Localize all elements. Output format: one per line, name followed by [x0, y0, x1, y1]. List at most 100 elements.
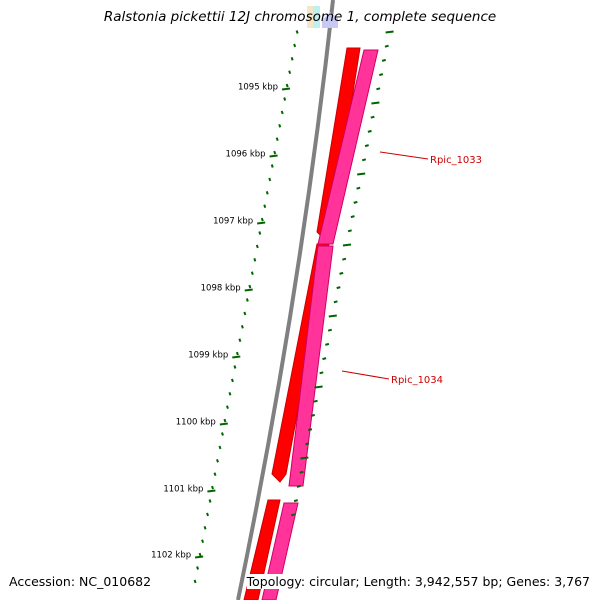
- minor-tick: [201, 539, 205, 544]
- sequence-summary: Topology: circular; Length: 3,942,557 bp…: [246, 574, 590, 589]
- minor-tick: [290, 513, 296, 517]
- minor-tick: [216, 458, 219, 463]
- minor-tick: [327, 328, 333, 332]
- gene-layer[interactable]: [243, 47, 379, 601]
- minor-tick: [357, 172, 366, 176]
- minor-tick: [196, 566, 200, 570]
- minor-tick: [379, 73, 384, 77]
- feature-marker-lavender: [322, 12, 338, 28]
- tick-label: 1095 kbp: [238, 83, 278, 93]
- minor-tick: [293, 43, 297, 48]
- backbone-layer: [233, 0, 338, 602]
- minor-tick: [350, 215, 355, 219]
- minor-tick: [381, 58, 386, 62]
- minor-tick: [255, 244, 259, 249]
- gene-bar-rpic-1034[interactable]: [288, 245, 334, 487]
- ruler-minor-ticks-left: [193, 30, 299, 584]
- major-tick: [281, 87, 291, 91]
- minor-tick: [342, 257, 347, 261]
- minor-tick: [221, 432, 224, 436]
- tick-label: 1099 kbp: [188, 351, 228, 361]
- minor-tick: [293, 499, 298, 503]
- gene-labels[interactable]: Rpic_1033 Rpic_1034: [341, 151, 482, 386]
- minor-tick: [336, 286, 341, 290]
- minor-tick: [364, 144, 369, 148]
- minor-tick: [319, 371, 324, 375]
- feature-marker-tan: [307, 6, 313, 28]
- tick-label: 1096 kbp: [226, 150, 266, 160]
- minor-tick: [233, 365, 237, 369]
- minor-tick: [270, 164, 274, 168]
- minor-tick: [376, 87, 381, 91]
- minor-tick: [300, 456, 309, 460]
- ruler-minor-ticks-right: [290, 30, 394, 517]
- tick-label: 1100 kbp: [176, 418, 216, 428]
- leader-line-rpic-1034: [341, 370, 390, 380]
- tick-label: 1098 kbp: [201, 284, 241, 294]
- major-tick: [257, 221, 266, 225]
- leader-line-rpic-1033: [379, 151, 429, 160]
- gene-label-rpic-1034[interactable]: Rpic_1034: [391, 375, 443, 386]
- minor-tick: [263, 204, 267, 209]
- minor-tick: [238, 338, 242, 343]
- tick-label: 1101 kbp: [163, 485, 203, 495]
- minor-tick: [384, 44, 389, 48]
- sequence-backbone: [236, 0, 335, 601]
- minor-tick: [240, 324, 244, 329]
- minor-tick: [370, 115, 375, 119]
- major-tick: [207, 489, 216, 493]
- minor-tick: [325, 342, 330, 346]
- minor-tick: [228, 391, 232, 396]
- minor-tick: [299, 470, 304, 474]
- minor-tick: [198, 552, 202, 557]
- major-tick: [269, 154, 278, 158]
- minor-tick: [248, 284, 252, 289]
- minor-tick: [280, 110, 284, 115]
- minor-tick: [290, 56, 294, 61]
- minor-tick: [258, 231, 262, 235]
- minor-tick: [314, 385, 323, 389]
- minor-tick: [250, 271, 254, 276]
- tick-label: 1102 kbp: [151, 551, 191, 561]
- minor-tick: [385, 30, 394, 34]
- minor-tick: [308, 428, 313, 432]
- minor-tick: [347, 229, 352, 233]
- minor-tick: [235, 351, 239, 356]
- minor-tick: [353, 200, 358, 204]
- minor-tick: [245, 298, 249, 302]
- minor-tick: [310, 413, 315, 417]
- minor-tick: [295, 30, 299, 34]
- minor-tick: [283, 97, 287, 101]
- minor-tick: [296, 484, 301, 488]
- gene-label-rpic-1033[interactable]: Rpic_1033: [430, 155, 482, 166]
- major-tick: [219, 422, 228, 426]
- minor-tick: [305, 442, 310, 446]
- minor-tick: [213, 472, 217, 477]
- minor-tick: [223, 418, 227, 423]
- minor-tick: [288, 70, 292, 75]
- minor-tick: [268, 177, 272, 182]
- minor-tick: [322, 357, 327, 361]
- minor-tick: [193, 579, 197, 584]
- minor-tick: [203, 525, 207, 530]
- map-title: Ralstonia pickettii 12J chromosome 1, co…: [103, 9, 497, 25]
- minor-tick: [253, 257, 257, 262]
- minor-tick: [285, 83, 289, 88]
- minor-tick: [371, 101, 380, 105]
- top-features: [307, 6, 338, 28]
- minor-tick: [273, 150, 277, 155]
- minor-tick: [342, 243, 352, 247]
- minor-tick: [333, 300, 338, 304]
- minor-tick: [275, 137, 279, 142]
- minor-tick: [356, 186, 361, 190]
- minor-tick: [218, 445, 222, 450]
- minor-tick: [243, 311, 247, 316]
- minor-tick: [225, 405, 229, 410]
- major-tick: [244, 288, 253, 292]
- ruler-major-ticks: 1095 kbp 1096 kbp 1097 kbp 1098 kbp 1099 kbp…: [151, 83, 291, 561]
- gene-bar-rpic-1033[interactable]: [317, 49, 379, 245]
- minor-tick: [313, 399, 318, 403]
- minor-tick: [265, 190, 269, 195]
